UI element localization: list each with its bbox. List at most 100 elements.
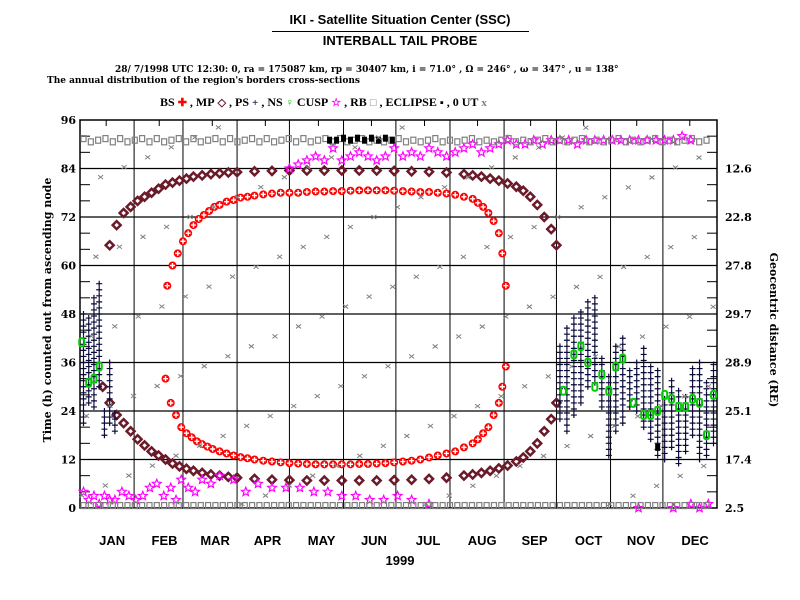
point-rb xyxy=(161,138,168,146)
point-ps xyxy=(80,395,87,402)
point-rb xyxy=(703,136,710,144)
point-cusp xyxy=(377,493,390,505)
point-ps xyxy=(563,367,570,374)
point-ps xyxy=(647,387,654,394)
point-ps xyxy=(633,383,640,390)
point-bs-cross xyxy=(452,448,458,454)
point-0ut xyxy=(394,204,401,210)
point-ps xyxy=(619,420,626,427)
point-ps xyxy=(577,321,584,328)
point-ps xyxy=(605,416,612,423)
point-ps xyxy=(633,389,640,396)
point-ps xyxy=(710,422,717,429)
point-ps xyxy=(80,420,87,427)
point-ps xyxy=(556,410,563,417)
point-0ut xyxy=(441,184,448,190)
point-0ut xyxy=(83,413,90,419)
point-cusp xyxy=(335,154,348,166)
point-ps xyxy=(80,329,87,336)
legend-marker-mp-icon: ◇ xyxy=(217,97,227,109)
point-bs-cross xyxy=(491,412,497,418)
point-ps xyxy=(605,440,612,447)
point-0ut xyxy=(616,344,622,349)
point-mp xyxy=(248,165,261,178)
point-cusp xyxy=(440,150,453,162)
point-ps xyxy=(696,414,703,421)
point-ps xyxy=(640,351,647,358)
point-bs-cross xyxy=(491,218,497,224)
point-mp xyxy=(458,168,470,180)
point-mp xyxy=(318,164,331,177)
point-0ut xyxy=(159,304,165,309)
point-mp xyxy=(440,166,453,179)
point-ps xyxy=(96,311,103,317)
point-mp xyxy=(493,462,505,475)
point-ps xyxy=(96,353,103,360)
point-ps xyxy=(605,428,612,435)
point-ps xyxy=(101,408,108,414)
point-ps xyxy=(689,377,696,384)
y-tick-label: 24 xyxy=(61,405,77,418)
point-ps xyxy=(598,385,605,392)
point-ns xyxy=(95,361,103,372)
point-rb xyxy=(652,501,659,510)
point-rb xyxy=(615,134,622,143)
point-0ut xyxy=(140,234,146,240)
point-rb xyxy=(593,136,600,144)
point-cusp xyxy=(475,146,488,158)
point-ps xyxy=(696,377,703,384)
point-mp xyxy=(213,167,226,180)
point-0ut xyxy=(696,155,702,160)
point-cusp xyxy=(130,493,142,505)
y2-tick-label: 29.7 xyxy=(725,308,752,321)
point-mp xyxy=(103,239,116,252)
point-0ut xyxy=(479,324,486,329)
point-0ut xyxy=(568,364,575,369)
point-0ut xyxy=(347,224,354,230)
point-0ut xyxy=(196,443,203,449)
point-ps xyxy=(598,403,605,410)
point-mp xyxy=(231,166,243,178)
point-ps xyxy=(584,383,591,390)
point-rb xyxy=(674,138,681,146)
point-cusp xyxy=(170,493,182,505)
point-rb xyxy=(395,134,402,143)
point-ps xyxy=(591,343,598,350)
point-ns xyxy=(584,357,592,368)
point-rb xyxy=(454,501,461,510)
point-ps xyxy=(106,359,113,366)
legend-label-mp: , MP xyxy=(189,95,215,109)
point-ps xyxy=(668,414,675,421)
point-ps xyxy=(647,375,654,382)
point-cusp xyxy=(322,485,334,497)
point-ps xyxy=(710,379,717,386)
point-0ut xyxy=(93,254,99,260)
point-mp xyxy=(388,165,400,177)
point-ps xyxy=(654,379,661,386)
point-eclipse xyxy=(361,136,367,144)
point-ps xyxy=(570,393,577,400)
point-ps xyxy=(90,300,97,307)
point-ps xyxy=(696,426,703,433)
point-bs-cross xyxy=(503,283,509,289)
point-rb xyxy=(95,136,102,144)
point-0ut xyxy=(295,324,302,329)
point-bs-cross xyxy=(252,193,258,199)
point-0ut xyxy=(300,244,307,250)
point-ps xyxy=(647,399,654,406)
point-0ut xyxy=(653,483,660,489)
point-ps xyxy=(591,294,598,301)
point-mp xyxy=(524,445,537,458)
point-ps xyxy=(626,391,633,398)
point-rb xyxy=(117,501,124,510)
point-ps xyxy=(654,416,661,423)
point-eclipse xyxy=(341,134,347,142)
point-cusp xyxy=(292,158,304,170)
point-ps xyxy=(577,369,584,376)
point-ps xyxy=(612,373,619,380)
point-mp xyxy=(180,463,193,475)
point-0ut xyxy=(257,184,264,190)
legend-label-eclipse: , ECLIPSE xyxy=(379,95,437,109)
point-0ut xyxy=(286,483,292,489)
point-ps xyxy=(647,430,654,437)
